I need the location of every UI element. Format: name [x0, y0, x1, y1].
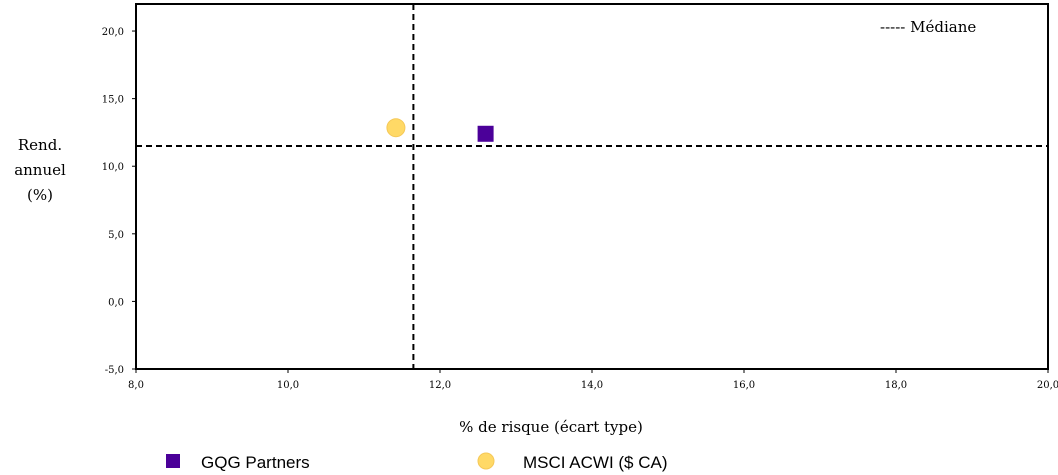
- y-tick-label: 5,0: [108, 230, 124, 241]
- legend-marker-gqg: [166, 454, 180, 468]
- x-tick-label: 20,0: [1037, 380, 1058, 391]
- x-tick-label: 12,0: [429, 380, 451, 391]
- y-axis-title-line3: (%): [27, 186, 53, 204]
- y-tick-label: 20,0: [102, 27, 124, 38]
- y-tick-label: 10,0: [102, 162, 124, 173]
- x-tick-label: 18,0: [885, 380, 907, 391]
- legend-label-msci: MSCI ACWI ($ CA): [523, 453, 668, 472]
- legend: GQG Partners MSCI ACWI ($ CA): [166, 452, 668, 472]
- point-msci-acwi: [386, 118, 406, 138]
- median-label: ----- Médiane: [880, 18, 976, 36]
- y-tick-label: 0,0: [108, 297, 124, 308]
- x-tick-label: 16,0: [733, 380, 755, 391]
- x-tick-label: 8,0: [128, 380, 144, 391]
- data-points: [386, 118, 494, 142]
- y-axis-title-line2: annuel: [14, 161, 66, 179]
- y-axis-title-line1: Rend.: [18, 136, 62, 154]
- x-axis-ticks: 8,0 10,0 12,0 14,0 16,0 18,0 20,0: [128, 369, 1058, 391]
- x-axis-title: % de risque (écart type): [459, 418, 643, 436]
- point-gqg-partners: [477, 125, 494, 142]
- y-axis-ticks: -5,0 0,0 5,0 10,0 15,0 20,0: [102, 27, 136, 376]
- legend-label-gqg: GQG Partners: [201, 453, 310, 472]
- plot-frame: [135, 3, 1049, 370]
- legend-marker-msci: [477, 452, 495, 470]
- x-tick-label: 14,0: [581, 380, 603, 391]
- y-tick-label: 15,0: [102, 95, 124, 106]
- x-tick-label: 10,0: [277, 380, 299, 391]
- y-tick-label: -5,0: [105, 365, 124, 376]
